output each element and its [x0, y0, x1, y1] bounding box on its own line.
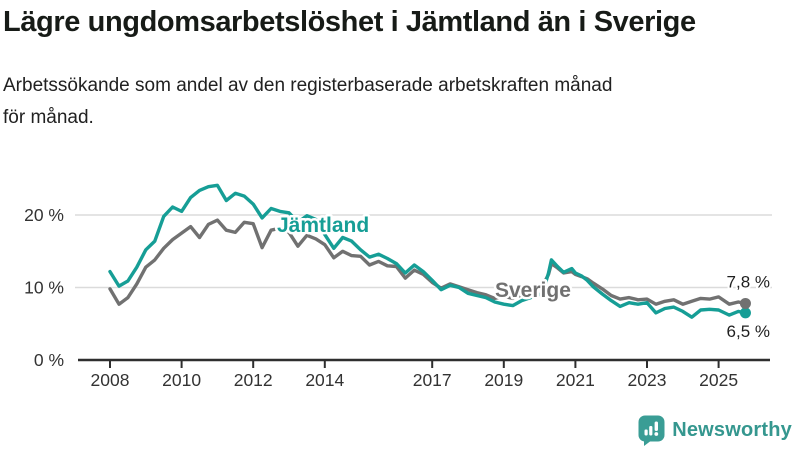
newsworthy-logo: Newsworthy	[638, 415, 792, 446]
end-dot-sverige	[739, 297, 751, 309]
x-tick-label: 2019	[484, 370, 523, 390]
y-tick-label: 0 %	[34, 350, 64, 370]
x-tick-label: 2017	[413, 370, 452, 390]
page-title: Lägre ungdomsarbetslöshet i Jämtland än …	[3, 6, 696, 38]
x-tick-label: 2012	[234, 370, 273, 390]
newsworthy-chart-bubble-icon	[638, 415, 665, 446]
series-label-sverige: Sverige	[495, 279, 571, 302]
end-dot-jamtland	[739, 307, 751, 319]
x-tick-label: 2010	[162, 370, 201, 390]
x-tick-label: 2021	[556, 370, 595, 390]
series-line-jamtland	[108, 183, 748, 319]
end-value-label-sverige: 7,8 %	[727, 272, 770, 291]
y-tick-label: 10 %	[24, 278, 64, 298]
series-line-sverige	[108, 218, 748, 306]
series-label-jamtland: Jämtland	[277, 214, 369, 237]
y-tick-label: 20 %	[24, 205, 64, 225]
newsworthy-wordmark: Newsworthy	[672, 419, 792, 441]
x-tick-label: 2008	[91, 370, 130, 390]
x-tick-label: 2025	[699, 370, 738, 390]
end-value-label-jamtland: 6,5 %	[727, 322, 770, 341]
x-tick-label: 2014	[305, 370, 344, 390]
x-tick-label: 2023	[628, 370, 667, 390]
page-subtitle: Arbetssökande som andel av den registerb…	[3, 75, 613, 128]
